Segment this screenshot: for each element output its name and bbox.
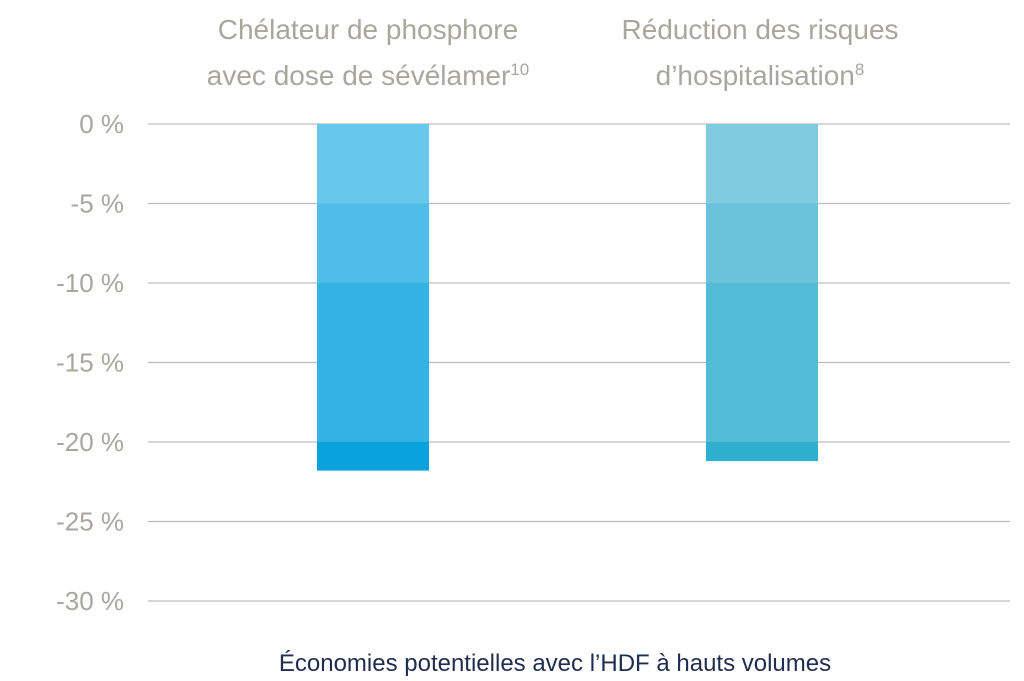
- bars: [317, 124, 818, 471]
- category-label-1-line2: avec dose de sévélamer10: [207, 60, 529, 91]
- y-tick-label: -5 %: [71, 189, 124, 219]
- bar-segment: [706, 442, 818, 462]
- y-tick-label: -10 %: [56, 268, 124, 298]
- bar-2: [706, 124, 818, 462]
- y-tick-label: -30 %: [56, 586, 124, 616]
- bar-segment: [706, 124, 818, 204]
- category-label-1: Chélateur de phosphore: [218, 14, 518, 45]
- bar-1: [317, 124, 429, 471]
- y-axis-ticks: 0 % -5 % -10 % -15 % -20 % -25 % -30 %: [56, 109, 124, 616]
- y-tick-label: -25 %: [56, 507, 124, 537]
- bar-segment: [317, 124, 429, 204]
- category-label-2-line2: d’hospitalisation8: [656, 60, 865, 91]
- y-tick-label: -15 %: [56, 348, 124, 378]
- bar-segment: [706, 283, 818, 442]
- gridlines: [148, 123, 1010, 602]
- bar-segment: [706, 203, 818, 283]
- x-axis-label: Économies potentielles avec l’HDF à haut…: [279, 650, 831, 677]
- bar-segment: [317, 283, 429, 442]
- y-tick-label: 0 %: [79, 109, 124, 139]
- category-label-2: Réduction des risques: [621, 14, 898, 45]
- bar-segment: [317, 442, 429, 471]
- y-tick-label: -20 %: [56, 427, 124, 457]
- bar-segment: [317, 203, 429, 283]
